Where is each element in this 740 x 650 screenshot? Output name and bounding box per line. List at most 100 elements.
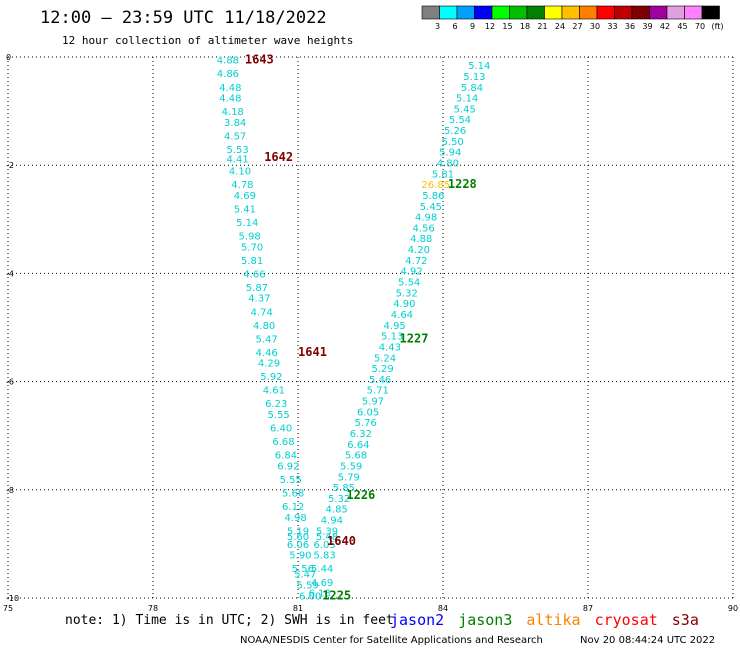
time-label: 1643: [245, 53, 274, 67]
wave-height-point: 4.43: [379, 342, 401, 353]
colorbar-label: 9: [470, 22, 475, 31]
wave-height-point: 5.59: [297, 580, 319, 591]
wave-height-point: 6.92: [277, 461, 299, 472]
y-tick-label: -8: [6, 486, 14, 495]
wave-height-point: 4.29: [258, 359, 280, 370]
wave-height-point: 4.88: [410, 234, 432, 245]
wave-height-point: 26.85: [421, 180, 450, 191]
wave-height-point: 5.97: [362, 397, 384, 408]
wave-height-point: 5.26: [444, 126, 466, 137]
x-tick-label: 81: [293, 604, 303, 613]
wave-height-point: 5.55: [268, 410, 290, 421]
wave-height-point: 4.61: [263, 386, 285, 397]
wave-height-point: 4.85: [326, 505, 348, 516]
wave-height-point: 5.45: [454, 104, 476, 115]
wave-height-point: 5.81: [241, 256, 263, 267]
legend-jason2: jason2: [390, 611, 445, 629]
colorbar-label: 36: [625, 22, 635, 31]
wave-height-point: 5.13: [381, 332, 403, 343]
wave-height-point: 5.39: [316, 526, 338, 537]
wave-height-point: 5.13: [463, 72, 485, 83]
wave-height-point: 6.05: [357, 407, 379, 418]
wave-height-point: 3.84: [224, 118, 246, 129]
colorbar-label: 12: [485, 22, 495, 31]
wave-height-point: 5.90: [289, 551, 311, 562]
wave-height-point: 5.84: [461, 83, 483, 94]
wave-height-point: 5.47: [294, 570, 316, 581]
wave-height-point: 5.81: [432, 169, 454, 180]
wave-height-point: 4.92: [400, 267, 422, 278]
wave-height-point: 5.94: [439, 148, 461, 159]
wave-height-point: 4.10: [229, 167, 251, 178]
wave-height-point: 5.32: [396, 288, 418, 299]
colorbar-label: 42: [660, 22, 670, 31]
wave-height-point: 5.44: [311, 564, 333, 575]
wave-height-point: 4.94: [321, 516, 343, 527]
satellite-legend: jason2 jason3 altika cryosat s3a: [390, 611, 699, 629]
wave-height-point: 5.68: [282, 489, 304, 500]
wave-height-point: 6.40: [270, 424, 292, 435]
wave-height-point: 5.46: [369, 375, 391, 386]
colorbar-label: 30: [590, 22, 600, 31]
legend-altika: altika: [526, 611, 581, 629]
wave-height-point: 5.24: [374, 353, 396, 364]
wave-height-point: 6.32: [350, 429, 372, 440]
wave-height-point: 4.46: [255, 348, 277, 359]
wave-height-point: 5.56: [292, 564, 314, 575]
wave-height-point: 5.47: [255, 334, 277, 345]
colorbar-swatch: [701, 5, 720, 20]
wave-height-point: 6.84: [275, 451, 297, 462]
wave-height-point: 4.66: [243, 269, 265, 280]
x-tick-label: 87: [583, 604, 593, 613]
colorbar-label: 6: [452, 22, 457, 31]
wave-height-point: 4.69: [311, 578, 333, 589]
colorbar-label: 70: [695, 22, 705, 31]
wave-height-point: 4.86: [217, 69, 239, 80]
colorbar-label: 27: [572, 22, 582, 31]
legend-cryosat: cryosat: [594, 611, 658, 629]
y-tick-label: -2: [6, 161, 14, 170]
wave-height-point: 6.06: [287, 540, 309, 551]
wave-height-point: 5.76: [355, 418, 377, 429]
time-label: 1225: [322, 588, 351, 602]
wave-height-point: 5.79: [338, 472, 360, 483]
colorbar-label: 15: [502, 22, 512, 31]
x-tick-label: 84: [438, 604, 448, 613]
time-label: 1641: [298, 345, 327, 359]
wave-height-point: 6.05: [313, 540, 335, 551]
wave-height-point: 5.70: [241, 242, 263, 253]
wave-height-point: 5.14: [236, 218, 258, 229]
wave-height-point: 4.98: [284, 513, 306, 524]
colorbar-label: 18: [520, 22, 530, 31]
legend-s3a: s3a: [671, 611, 699, 629]
wave-height-point: 4.80: [437, 158, 459, 169]
wave-height-point: 5.71: [367, 386, 389, 397]
colorbar-label: (ft): [711, 22, 723, 31]
wave-height-point: 4.88: [217, 56, 239, 67]
wave-height-point: 5.45: [420, 202, 442, 213]
colorbar-label: 24: [555, 22, 565, 31]
wave-height-point: 4.20: [408, 245, 430, 256]
wave-height-point: 6.64: [347, 440, 369, 451]
wave-height-point: 6.13: [309, 589, 331, 600]
wave-height-point: 5.59: [340, 461, 362, 472]
wave-height-point: 5.54: [398, 278, 420, 289]
wave-height-point: 5.14: [468, 61, 490, 72]
color-scale-bar: 3 6 9 12 15 18 21 24 27 30 33 36 39 42 45 70 (ft): [421, 5, 724, 31]
wave-height-point: 6.00: [299, 591, 321, 602]
wave-height-point: 5.83: [313, 551, 335, 562]
wave-height-point: 4.95: [384, 321, 406, 332]
wave-height-point: 5.29: [371, 364, 393, 375]
x-tick-label: 75: [3, 604, 13, 613]
footer-credit: NOAA/NESDIS Center for Satellite Applica…: [240, 635, 543, 646]
wave-height-point: 4.98: [415, 213, 437, 224]
x-tick-label: 78: [148, 604, 158, 613]
y-tick-label: -6: [6, 378, 14, 387]
wave-height-point: 5.48: [316, 532, 338, 543]
footer-timestamp: Nov 20 08:44:24 UTC 2022: [580, 635, 716, 646]
wave-height-point: 5.98: [239, 232, 261, 243]
chart-title: 12:00 – 23:59 UTC 11/18/2022: [40, 8, 327, 28]
time-label: 1227: [400, 331, 429, 345]
